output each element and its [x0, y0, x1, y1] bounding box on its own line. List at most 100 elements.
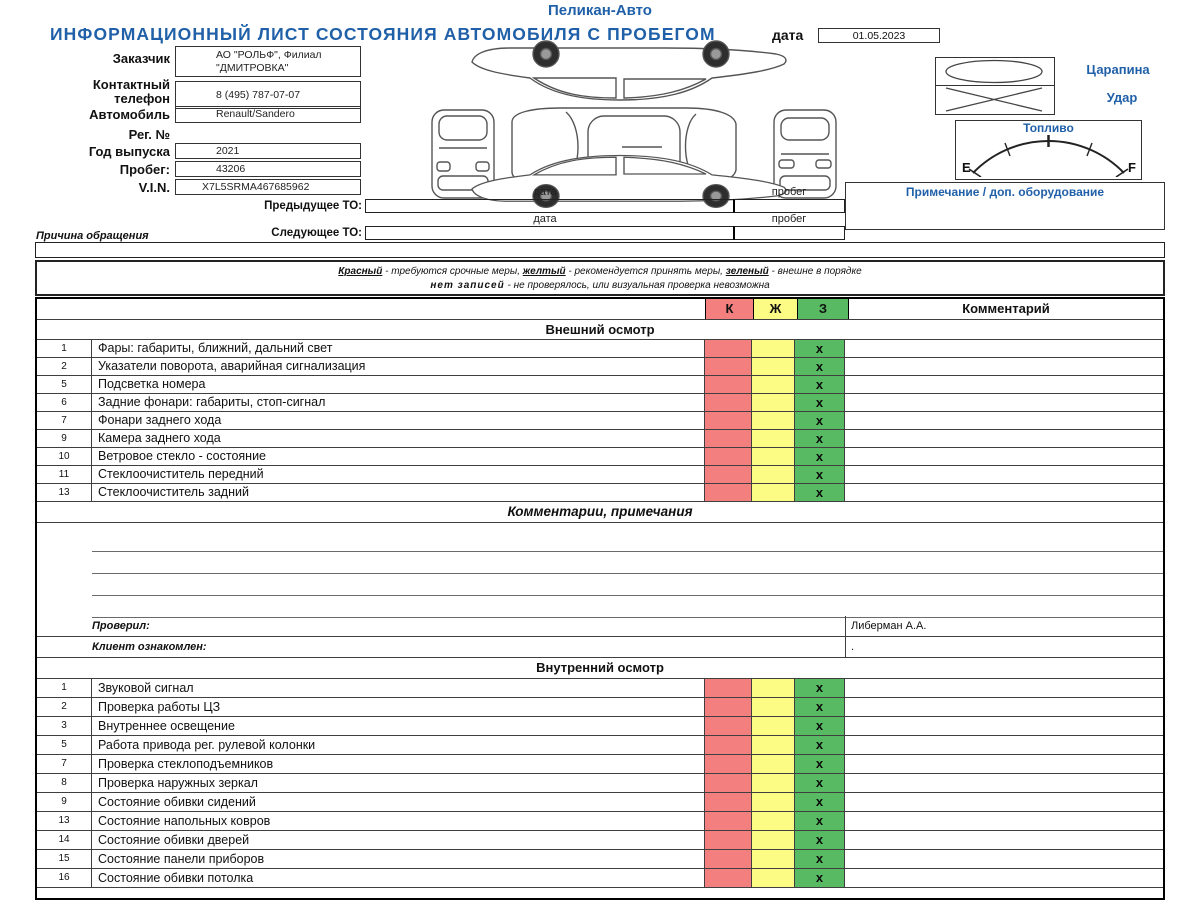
row-comment-cell[interactable] [845, 850, 1163, 868]
row-yellow-cell[interactable] [752, 376, 795, 393]
row-red-cell[interactable] [705, 812, 752, 830]
row-red-cell[interactable] [705, 430, 752, 447]
row-green-cell[interactable]: x [795, 340, 845, 357]
row-yellow-cell[interactable] [752, 793, 795, 811]
row-comment-cell[interactable] [845, 484, 1163, 501]
row-yellow-cell[interactable] [752, 358, 795, 375]
row-red-cell[interactable] [705, 448, 752, 465]
blank-comment-line [92, 574, 1163, 596]
row-red-cell[interactable] [705, 831, 752, 849]
row-red-cell[interactable] [705, 774, 752, 792]
row-green-cell[interactable]: x [795, 466, 845, 483]
row-comment-cell[interactable] [845, 774, 1163, 792]
row-comment-cell[interactable] [845, 376, 1163, 393]
row-yellow-cell[interactable] [752, 679, 795, 697]
mileage-input[interactable]: 43206 [175, 161, 361, 177]
row-green-cell[interactable]: x [795, 412, 845, 429]
row-comment-cell[interactable] [845, 340, 1163, 357]
row-green-cell[interactable]: x [795, 484, 845, 501]
phone-input[interactable]: 8 (495) 787-07-07 [175, 81, 361, 109]
row-comment-cell[interactable] [845, 412, 1163, 429]
row-yellow-cell[interactable] [752, 430, 795, 447]
year-input[interactable]: 2021 [175, 143, 361, 159]
notes-equipment-box[interactable] [845, 182, 1165, 230]
row-yellow-cell[interactable] [752, 831, 795, 849]
row-yellow-cell[interactable] [752, 698, 795, 716]
row-yellow-cell[interactable] [752, 869, 795, 887]
row-yellow-cell[interactable] [752, 340, 795, 357]
row-red-cell[interactable] [705, 466, 752, 483]
row-green-cell[interactable]: x [795, 698, 845, 716]
row-yellow-cell[interactable] [752, 466, 795, 483]
row-comment-cell[interactable] [845, 869, 1163, 887]
row-green-cell[interactable]: x [795, 717, 845, 735]
row-red-cell[interactable] [705, 484, 752, 501]
row-red-cell[interactable] [705, 793, 752, 811]
row-yellow-cell[interactable] [752, 717, 795, 735]
row-yellow-cell[interactable] [752, 736, 795, 754]
row-red-cell[interactable] [705, 698, 752, 716]
row-comment-cell[interactable] [845, 698, 1163, 716]
row-green-cell[interactable]: x [795, 869, 845, 887]
row-yellow-cell[interactable] [752, 394, 795, 411]
row-yellow-cell[interactable] [752, 850, 795, 868]
row-comment-cell[interactable] [845, 812, 1163, 830]
table-row: 11 Стеклоочиститель передний x [37, 466, 1163, 484]
row-red-cell[interactable] [705, 736, 752, 754]
row-red-cell[interactable] [705, 869, 752, 887]
reason-input[interactable] [35, 242, 1165, 258]
row-green-cell[interactable]: x [795, 774, 845, 792]
vin-input[interactable]: X7L5SRMA467685962 [175, 179, 361, 195]
row-comment-cell[interactable] [845, 793, 1163, 811]
row-green-cell[interactable]: x [795, 793, 845, 811]
row-comment-cell[interactable] [845, 448, 1163, 465]
scratch-symbol [936, 58, 1054, 86]
vehicle-input[interactable]: Renault/Sandero [175, 106, 361, 123]
row-red-cell[interactable] [705, 755, 752, 773]
date-input[interactable]: 01.05.2023 [818, 28, 940, 43]
row-red-cell[interactable] [705, 340, 752, 357]
row-number: 16 [37, 869, 92, 887]
row-comment-cell[interactable] [845, 679, 1163, 697]
row-comment-cell[interactable] [845, 394, 1163, 411]
row-comment-cell[interactable] [845, 717, 1163, 735]
row-red-cell[interactable] [705, 717, 752, 735]
row-green-cell[interactable]: x [795, 394, 845, 411]
row-yellow-cell[interactable] [752, 812, 795, 830]
row-comment-cell[interactable] [845, 430, 1163, 447]
row-yellow-cell[interactable] [752, 448, 795, 465]
row-green-cell[interactable]: x [795, 850, 845, 868]
next-to-date-input[interactable] [365, 226, 733, 240]
row-comment-cell[interactable] [845, 755, 1163, 773]
row-green-cell[interactable]: x [795, 736, 845, 754]
row-comment-cell[interactable] [845, 736, 1163, 754]
row-green-cell[interactable]: x [795, 755, 845, 773]
row-red-cell[interactable] [705, 358, 752, 375]
row-green-cell[interactable]: x [795, 679, 845, 697]
row-green-cell[interactable]: x [795, 358, 845, 375]
row-green-cell[interactable]: x [795, 376, 845, 393]
prev-to-mileage-input[interactable] [733, 199, 845, 213]
row-red-cell[interactable] [705, 376, 752, 393]
row-red-cell[interactable] [705, 394, 752, 411]
row-comment-cell[interactable] [845, 358, 1163, 375]
row-yellow-cell[interactable] [752, 412, 795, 429]
row-yellow-cell[interactable] [752, 484, 795, 501]
prev-to-date-input[interactable] [365, 199, 733, 213]
row-green-cell[interactable]: x [795, 831, 845, 849]
row-red-cell[interactable] [705, 679, 752, 697]
checked-by-value[interactable]: Либерман А.А. [845, 616, 1163, 636]
row-green-cell[interactable]: x [795, 448, 845, 465]
next-to-mileage-input[interactable] [733, 226, 845, 240]
row-comment-cell[interactable] [845, 831, 1163, 849]
row-comment-cell[interactable] [845, 466, 1163, 483]
row-green-cell[interactable]: x [795, 812, 845, 830]
row-yellow-cell[interactable] [752, 774, 795, 792]
customer-input[interactable]: АО "РОЛЬФ", Филиал "ДМИТРОВКА" [175, 46, 361, 77]
row-number: 2 [37, 358, 92, 375]
row-green-cell[interactable]: x [795, 430, 845, 447]
row-red-cell[interactable] [705, 412, 752, 429]
row-yellow-cell[interactable] [752, 755, 795, 773]
row-red-cell[interactable] [705, 850, 752, 868]
client-acknowledged-value[interactable]: . [845, 637, 1163, 657]
